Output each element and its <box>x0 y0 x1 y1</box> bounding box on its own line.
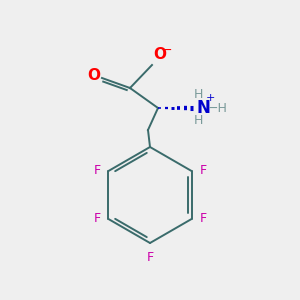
Text: O: O <box>153 47 166 62</box>
Text: H: H <box>193 115 203 128</box>
Text: F: F <box>93 164 100 178</box>
Text: −H: −H <box>208 103 228 116</box>
Text: F: F <box>93 212 100 226</box>
Text: +: + <box>206 93 215 103</box>
Text: N: N <box>197 99 211 117</box>
Text: F: F <box>146 251 154 264</box>
Text: O: O <box>87 68 100 83</box>
Text: H: H <box>193 88 203 101</box>
Text: F: F <box>200 212 207 226</box>
Text: F: F <box>200 164 207 178</box>
Text: −: − <box>162 44 172 57</box>
